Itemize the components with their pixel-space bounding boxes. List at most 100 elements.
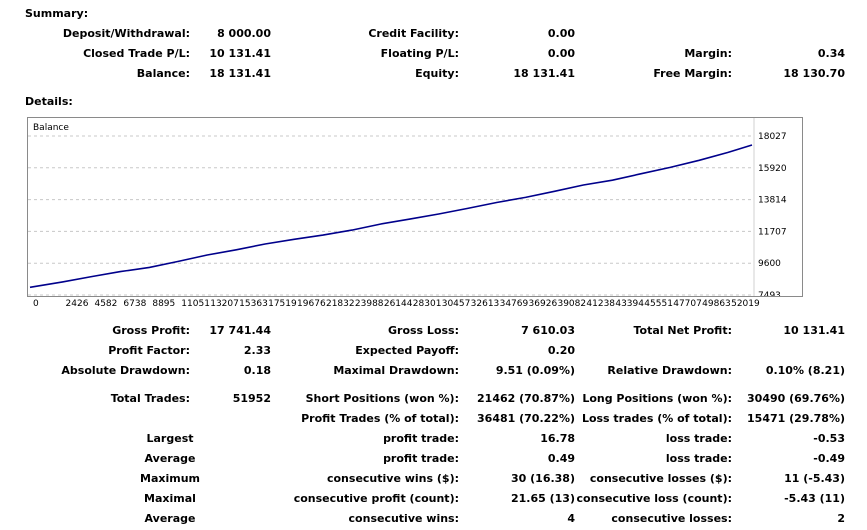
summary-label: Balance: <box>136 67 190 80</box>
details-label: profit trade: <box>383 452 459 465</box>
details-value: 2 <box>837 512 845 525</box>
details-label: Maximal Drawdown: <box>333 364 459 377</box>
x-tick-label: 15363 <box>239 299 268 309</box>
details-value: 10 131.41 <box>783 324 845 337</box>
details-value: 30 (16.38) <box>511 472 575 485</box>
y-tick-label: 13814 <box>758 196 787 206</box>
x-tick-label: 2426 <box>65 299 89 309</box>
details-value: 11 (-5.43) <box>784 472 845 485</box>
details-label: consecutive profit (count): <box>293 492 459 505</box>
details-label: Absolute Drawdown: <box>61 364 190 377</box>
x-tick-label: 47707 <box>673 299 702 309</box>
summary-value: 18 131.41 <box>209 67 271 80</box>
details-value: 0.10% (8.21) <box>765 364 845 377</box>
x-tick-label: 32613 <box>470 299 500 309</box>
details-label: Gross Profit: <box>112 324 190 337</box>
details-label: Average <box>144 512 196 525</box>
details-label: consecutive wins ($): <box>326 472 459 485</box>
details-value: 17 741.44 <box>209 324 271 337</box>
details-value: 21462 (70.87%) <box>477 392 575 405</box>
x-tick-label: 26144 <box>383 299 413 309</box>
details-value: 2.33 <box>243 344 271 357</box>
details-label: consecutive loss (count): <box>576 492 732 505</box>
summary-label: Free Margin: <box>653 67 732 80</box>
x-tick-label: 34769 <box>499 299 529 309</box>
x-tick-label: 28301 <box>412 299 442 309</box>
details-value: 15471 (29.78%) <box>747 412 845 425</box>
x-tick-label: 41238 <box>586 299 616 309</box>
details-label: Average <box>144 452 196 465</box>
x-tick-label: 45551 <box>644 299 673 309</box>
details-label: Loss trades (% of total): <box>581 412 732 425</box>
details-label: Maximum <box>140 472 200 485</box>
y-tick-label: 7493 <box>758 291 781 296</box>
details-label: Profit Factor: <box>108 344 190 357</box>
summary-value: 18 130.70 <box>783 67 845 80</box>
details-value: -5.43 (11) <box>784 492 845 505</box>
x-tick-label: 0 <box>33 299 39 309</box>
x-tick-label: 11051 <box>181 299 210 309</box>
x-tick-label: 6738 <box>123 299 147 309</box>
chart-legend: Balance <box>33 123 69 133</box>
x-tick-label: 39082 <box>557 299 587 309</box>
balance-series-line <box>29 144 753 289</box>
details-label: Total Net Profit: <box>633 324 733 337</box>
summary-label: Equity: <box>415 67 459 80</box>
details-label: consecutive losses ($): <box>589 472 732 485</box>
details-value: -0.53 <box>813 432 845 445</box>
x-tick-label: 43394 <box>615 299 644 309</box>
details-label: loss trade: <box>665 432 732 445</box>
summary-value: 0.00 <box>547 27 575 40</box>
details-label: Largest <box>146 432 194 445</box>
balance-chart-svg: 18027 15920 13814 11707 9600 7493 Balance <box>28 118 787 296</box>
details-value: 0.20 <box>547 344 575 357</box>
details-label: Total Trades: <box>110 392 190 405</box>
details-label: profit trade: <box>383 432 459 445</box>
x-tick-label: 21832 <box>325 299 355 309</box>
details-label: Gross Loss: <box>388 324 459 337</box>
summary-label: Closed Trade P/L: <box>83 47 190 60</box>
details-label: Maximal <box>144 492 196 505</box>
summary-value: 10 131.41 <box>209 47 271 60</box>
details-value: 16.78 <box>540 432 575 445</box>
x-tick-label: 23988 <box>354 299 384 309</box>
details-label: loss trade: <box>665 452 732 465</box>
details-value: 30490 (69.76%) <box>747 392 845 405</box>
details-value: 0.49 <box>547 452 575 465</box>
details-label: Long Positions (won %): <box>582 392 732 405</box>
details-label: consecutive wins: <box>348 512 459 525</box>
details-label: Relative Drawdown: <box>607 364 732 377</box>
summary-heading: Summary: <box>25 7 89 20</box>
details-label: consecutive losses: <box>611 512 732 525</box>
details-value: 4 <box>567 512 575 525</box>
x-tick-label: 8895 <box>152 299 176 309</box>
details-value: 51952 <box>232 392 271 405</box>
x-tick-label: 17519 <box>268 299 297 309</box>
summary-label: Deposit/Withdrawal: <box>62 27 190 40</box>
summary-value: 18 131.41 <box>513 67 575 80</box>
summary-value: 0.34 <box>817 47 845 60</box>
summary-value: 8 000.00 <box>217 27 271 40</box>
details-value: 9.51 (0.09%) <box>495 364 575 377</box>
details-value: 36481 (70.22%) <box>477 412 575 425</box>
x-tick-label: 49863 <box>702 299 731 309</box>
details-heading: Details: <box>25 95 73 108</box>
details-value: 7 610.03 <box>521 324 575 337</box>
details-label: Expected Payoff: <box>355 344 459 357</box>
summary-value: 0.00 <box>547 47 575 60</box>
summary-label: Credit Facility: <box>368 27 459 40</box>
y-tick-label: 15920 <box>758 164 787 174</box>
x-tick-label: 36926 <box>528 299 558 309</box>
summary-label: Floating P/L: <box>380 47 459 60</box>
y-tick-label: 11707 <box>758 227 787 237</box>
details-value: 0.18 <box>243 364 271 377</box>
x-tick-label: 13207 <box>210 299 239 309</box>
x-tick-label: 19676 <box>297 299 326 309</box>
summary-label: Margin: <box>684 47 732 60</box>
x-tick-label: 52019 <box>731 299 760 309</box>
balance-chart: 18027 15920 13814 11707 9600 7493 Balance <box>27 117 803 297</box>
details-value: 21.65 (13) <box>511 492 575 505</box>
details-value: -0.49 <box>813 452 845 465</box>
details-label: Short Positions (won %): <box>305 392 459 405</box>
x-tick-label: 4582 <box>94 299 118 309</box>
